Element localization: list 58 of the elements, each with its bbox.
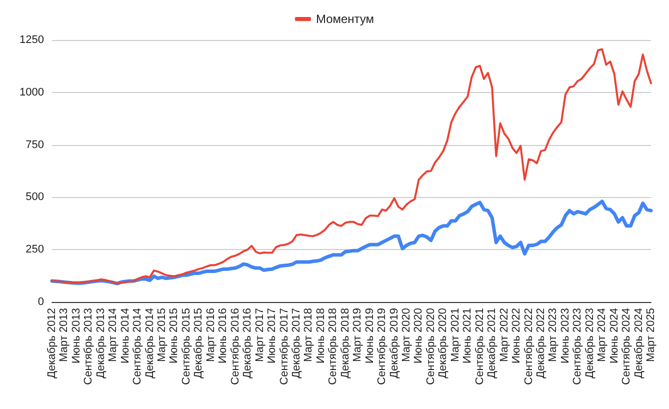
x-tick-label: Сентябрь 2014 bbox=[132, 308, 144, 385]
x-tick-label: Декабрь 2014 bbox=[144, 308, 156, 378]
x-tick-label: Декабрь 2023 bbox=[584, 308, 596, 378]
y-tick-label: 250 bbox=[26, 244, 44, 256]
x-tick-label: Сентябрь 2016 bbox=[229, 308, 242, 385]
x-tick-label: Декабрь 2017 bbox=[290, 308, 302, 378]
x-tick-label: Декабрь 2024 bbox=[632, 308, 645, 378]
x-tick-label: Март 2024 bbox=[596, 308, 608, 362]
x-tick-label: Июнь 2013 bbox=[70, 308, 82, 364]
x-tick-label: Декабрь 2015 bbox=[192, 308, 205, 378]
x-tick-label: Июнь 2022 bbox=[510, 308, 523, 364]
x-tick-label: Сентябрь 2018 bbox=[327, 308, 340, 385]
x-tick-label: Декабрь 2020 bbox=[437, 308, 450, 378]
x-tick-label: Декабрь 2016 bbox=[242, 308, 254, 378]
x-tick-label: Сентябрь 2022 bbox=[522, 308, 535, 385]
x-tick-label: Март 2019 bbox=[352, 308, 364, 362]
x-tick-label: Март 2013 bbox=[58, 308, 70, 362]
x-tick-label: Сентябрь 2013 bbox=[82, 308, 95, 385]
x-tick-label: Сентябрь 2024 bbox=[620, 308, 633, 385]
x-tick-label: Июнь 2016 bbox=[217, 308, 230, 364]
x-tick-label: Сентябрь 2023 bbox=[572, 308, 584, 385]
x-tick-label: Июнь 2015 bbox=[168, 308, 180, 364]
x-tick-label: Декабрь 2018 bbox=[339, 308, 352, 378]
x-tick-label: Декабрь 2013 bbox=[94, 308, 107, 378]
x-tick-label: Сентябрь 2017 bbox=[278, 308, 290, 385]
x-tick-label: Март 2017 bbox=[254, 308, 266, 362]
x-tick-label: Июнь 2018 bbox=[314, 308, 327, 364]
x-tick-label: Март 2023 bbox=[547, 308, 560, 362]
x-tick-label: Март 2021 bbox=[449, 308, 462, 362]
x-tick-label: Июнь 2020 bbox=[412, 308, 425, 364]
x-tick-label: Март 2020 bbox=[400, 308, 413, 362]
x-tick-label: Март 2015 bbox=[156, 308, 168, 362]
x-tick-label: Март 2022 bbox=[498, 308, 510, 362]
line-series bbox=[51, 48, 652, 285]
y-tick-label: 1000 bbox=[20, 86, 44, 98]
x-tick-label: Июнь 2024 bbox=[608, 308, 620, 364]
x-tick-label: Сентябрь 2015 bbox=[180, 308, 192, 385]
y-tick-label: 0 bbox=[38, 296, 44, 308]
x-tick-label: Июнь 2019 bbox=[364, 308, 376, 364]
x-tick-label: Июнь 2014 bbox=[119, 308, 132, 364]
x-tick-label: Март 2016 bbox=[204, 308, 217, 362]
x-tick-label: Декабрь 2019 bbox=[388, 308, 400, 378]
y-tick-label: 500 bbox=[26, 191, 44, 204]
x-tick-label: Март 2014 bbox=[107, 308, 120, 362]
x-tick-label: Декабрь 2021 bbox=[486, 308, 498, 378]
x-tick-label: Июнь 2021 bbox=[462, 308, 474, 364]
x-tick-label: Июнь 2017 bbox=[266, 308, 278, 364]
legend-label: Моментум bbox=[316, 12, 374, 26]
x-tick-label: Март 2025 bbox=[645, 308, 657, 362]
y-tick-label: 1250 bbox=[20, 34, 44, 46]
x-tick-label: Декабрь 2022 bbox=[534, 308, 547, 378]
x-tick-label: Сентябрь 2021 bbox=[474, 308, 486, 385]
x-tick-label: Сентябрь 2019 bbox=[376, 308, 388, 385]
y-tick-label: 750 bbox=[26, 138, 44, 151]
x-tick-label: Июнь 2023 bbox=[559, 308, 572, 364]
x-tick-label: Декабрь 2012 bbox=[46, 308, 58, 378]
x-tick-label: Сентябрь 2020 bbox=[424, 308, 437, 385]
x-tick-label: Март 2018 bbox=[302, 308, 315, 362]
